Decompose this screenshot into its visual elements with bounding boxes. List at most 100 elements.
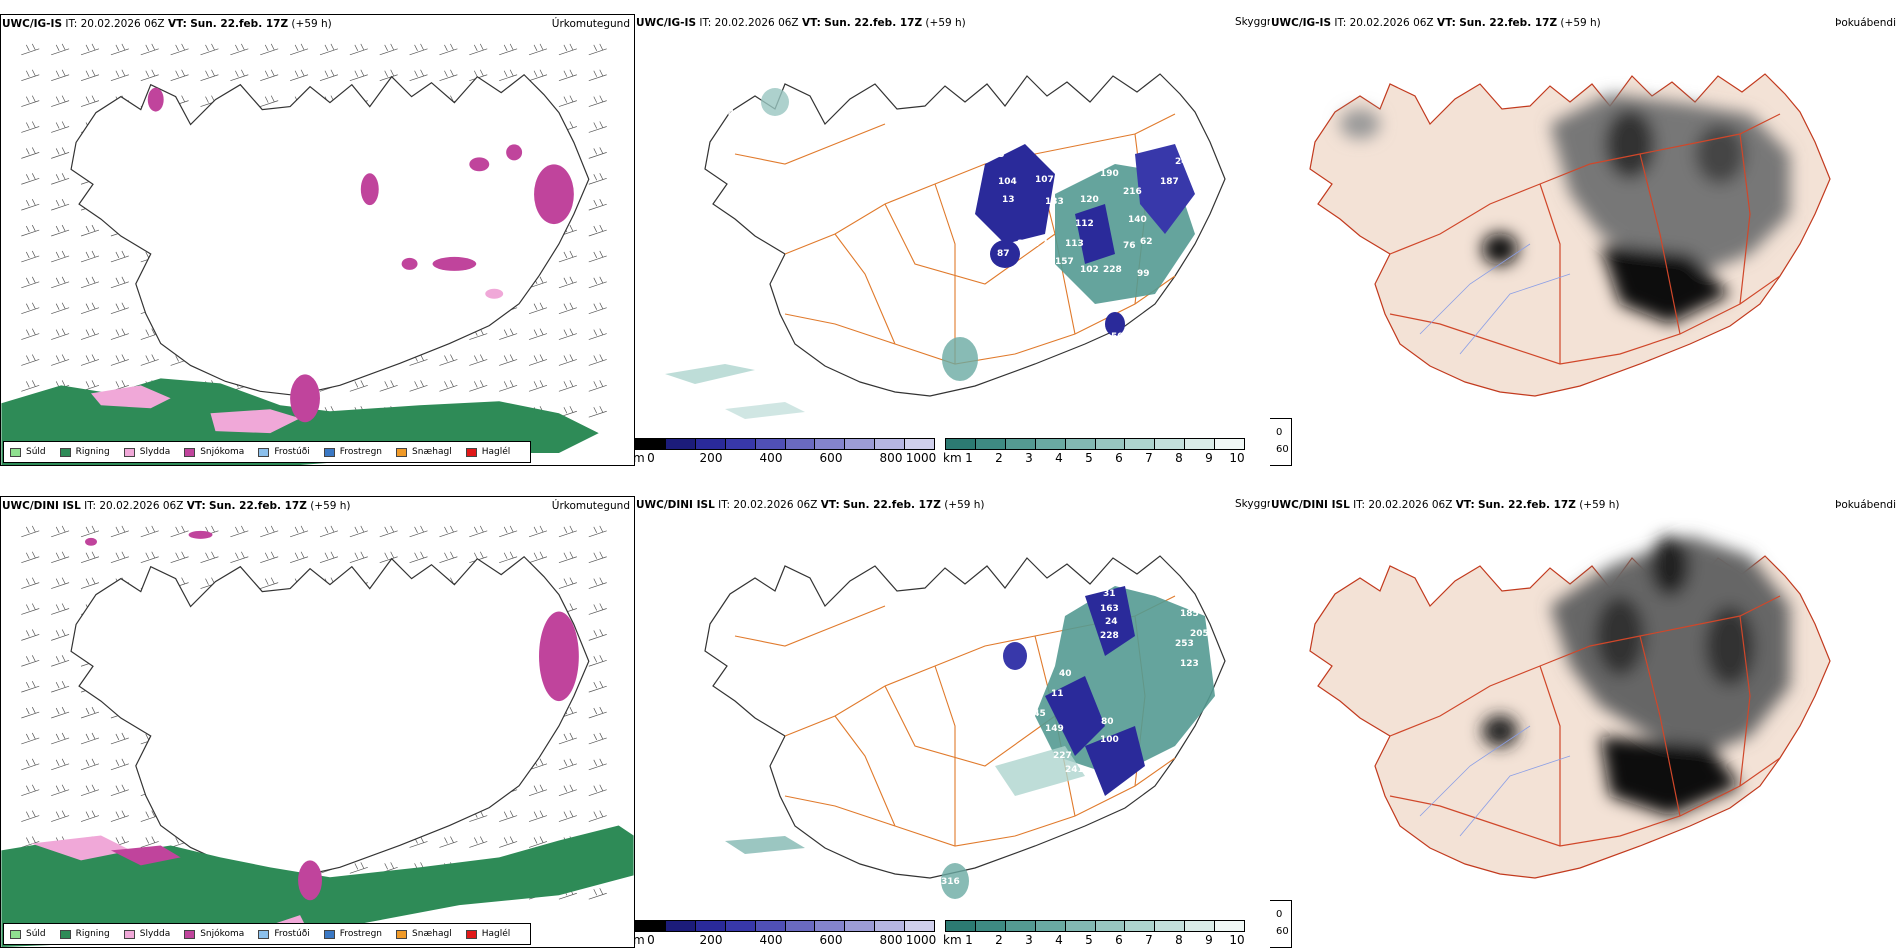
- cloud-legend-row: 0: [1270, 908, 1291, 920]
- legend-swatch: [396, 447, 408, 457]
- panel-title: UWC/IG-IS IT: 20.02.2026 06Z VT: Sun. 22…: [1271, 17, 1601, 29]
- wind-barb: [588, 784, 607, 797]
- wind-barb: [439, 836, 458, 848]
- wind-barb: [379, 380, 398, 392]
- wind-barb: [558, 732, 577, 745]
- legend-item: Rigning: [59, 929, 110, 939]
- wind-barb: [260, 43, 279, 56]
- colorbar-step: [815, 439, 846, 449]
- legend-item: Frostregn: [323, 929, 382, 939]
- wind-barb: [588, 406, 607, 418]
- wind-barb: [528, 525, 548, 538]
- visibility-label: 102: [1080, 265, 1099, 275]
- colorbar-unit: km: [943, 451, 962, 465]
- wind-barb: [51, 224, 70, 237]
- visibility-label: 228: [1103, 265, 1122, 275]
- legend-item: Slydda: [123, 929, 170, 939]
- wind-barb: [558, 577, 577, 589]
- wind-barb: [51, 147, 70, 159]
- visibility-label: 24: [1105, 617, 1118, 627]
- cloud-legend-row: 60: [1270, 443, 1291, 455]
- legend-swatch: [123, 447, 135, 457]
- visibility-label: 163: [1100, 604, 1119, 614]
- wind-barb: [21, 95, 40, 107]
- wind-barb: [379, 551, 398, 564]
- visibility-label: 145: [1027, 709, 1046, 719]
- iceland-outline: [70, 73, 590, 396]
- colorbar-step: [845, 921, 876, 931]
- wind-barb: [349, 525, 368, 538]
- colorbar-step: [1215, 439, 1245, 449]
- precip-type-map: [1, 525, 634, 947]
- colorbar-step: [905, 439, 935, 449]
- wind-barb: [588, 328, 607, 340]
- legend-item: Snjókoma: [184, 447, 244, 457]
- colorbar-step: [725, 439, 756, 449]
- wind-barb: [290, 525, 309, 538]
- colorbar-ticks: 1 2 3 4 5 6 7 8 9 10: [945, 451, 1245, 465]
- iceland-outline: [70, 555, 590, 878]
- wind-barb: [80, 706, 100, 719]
- wind-barb: [319, 525, 339, 538]
- legend-item: Snæhagl: [396, 929, 452, 939]
- wind-barb: [80, 551, 100, 564]
- wind-barb: [51, 250, 70, 263]
- colorbar-step: [695, 921, 726, 931]
- wind-barb: [21, 380, 40, 392]
- panel-title: UWC/DINI ISL IT: 20.02.2026 06Z VT: Sun.…: [1271, 499, 1620, 511]
- wind-barb: [588, 69, 607, 82]
- colorbar-scale: [945, 920, 1245, 932]
- wind-barb: [21, 328, 40, 340]
- wind-barb: [230, 43, 249, 56]
- wind-barb: [51, 95, 70, 107]
- visibility-label: 91: [1012, 135, 1025, 145]
- wind-barb: [230, 525, 249, 538]
- legend-swatch: [396, 929, 408, 939]
- precip-type-panel-bottom: UWC/DINI ISL IT: 20.02.2026 06Z VT: Sun.…: [0, 496, 635, 948]
- fog-panel-bottom: UWC/DINI ISL IT: 20.02.2026 06Z VT: Sun.…: [1270, 496, 1900, 948]
- wind-barb: [51, 577, 70, 589]
- visibility-colorbar-m: m 0 200 400 600 800 1000: [635, 438, 936, 466]
- visibility-label: 100: [1100, 735, 1119, 745]
- tick-label: 5: [1085, 451, 1093, 465]
- wind-barb: [528, 551, 548, 564]
- visibility-map: 47 91 75 107 104 13 133 120 87 88 77 112…: [665, 73, 1226, 419]
- road-network: [734, 595, 1176, 847]
- colorbar-step: [875, 921, 906, 931]
- tick-label: 6: [1115, 451, 1123, 465]
- panel-field-name: Þokuábendi: [1835, 499, 1896, 511]
- wind-barb: [588, 810, 607, 822]
- wind-barb: [51, 173, 70, 185]
- wind-barb: [349, 69, 368, 82]
- wind-barb: [588, 224, 607, 237]
- visibility-colorbar-km: km 1 2 3 4 5 6 7 8 9 10: [943, 920, 1245, 948]
- wind-barb: [588, 758, 607, 771]
- wind-barb: [80, 276, 100, 289]
- wind-barb: [80, 302, 100, 315]
- rivers: [1419, 243, 1571, 355]
- road-network: [1389, 113, 1781, 365]
- panel-field-name: Úrkomutegund: [551, 500, 630, 512]
- visibility-label: 31: [1103, 589, 1116, 599]
- wind-barb: [110, 354, 129, 366]
- colorbar-scale: [635, 438, 935, 450]
- wind-barb: [588, 250, 607, 263]
- colorbar-unit: m: [635, 933, 645, 947]
- wind-barb: [21, 147, 40, 159]
- wind-barb: [439, 354, 458, 366]
- wind-barb: [170, 69, 189, 82]
- wind-barb: [21, 655, 40, 667]
- tick-label: 10: [1229, 451, 1245, 465]
- wind-barb: [379, 69, 398, 82]
- visibility-areas: [665, 88, 1195, 419]
- wind-barb: [588, 380, 607, 392]
- legend-item: Snæhagl: [396, 447, 452, 457]
- fog-panel-top: UWC/IG-IS IT: 20.02.2026 06Z VT: Sun. 22…: [1270, 14, 1900, 466]
- wind-barb: [588, 603, 607, 615]
- precip-type-legend: Súld Rigning Slydda Snjókoma Frostúði Fr…: [3, 923, 532, 945]
- wind-barb: [260, 525, 279, 538]
- wind-barb: [499, 69, 518, 82]
- wind-barb: [21, 224, 40, 237]
- wind-barb: [528, 302, 548, 315]
- wind-barb: [260, 551, 279, 564]
